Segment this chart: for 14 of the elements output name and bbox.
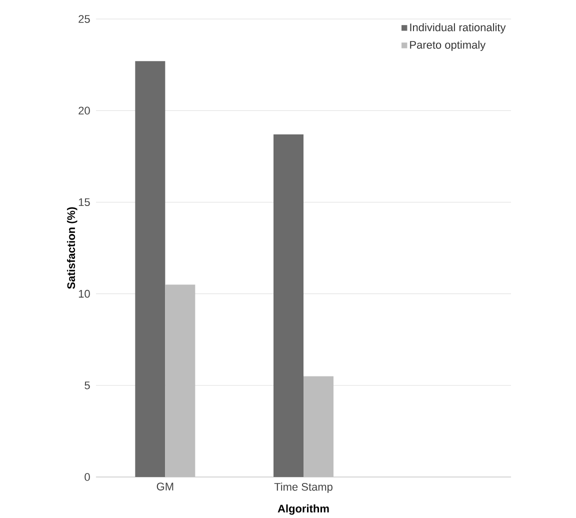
bar [135,61,166,477]
y-tick-label: 0 [84,473,90,481]
y-tick-label: 15 [78,198,90,206]
legend-label: Pareto optimaly [410,40,486,51]
y-tick-label: 25 [78,15,90,23]
bar [274,134,304,477]
y-tick-label: 20 [78,106,90,114]
legend-label: Individual rationality [410,23,506,34]
y-axis-title: Satisfaction (%) [66,207,78,289]
y-tick-label: 5 [84,382,90,390]
x-axis-title: Algorithm [278,504,329,515]
x-tick-label: GM [156,482,174,490]
x-tick-label: Time Stamp [274,482,332,493]
y-tick-label: 10 [78,290,90,298]
